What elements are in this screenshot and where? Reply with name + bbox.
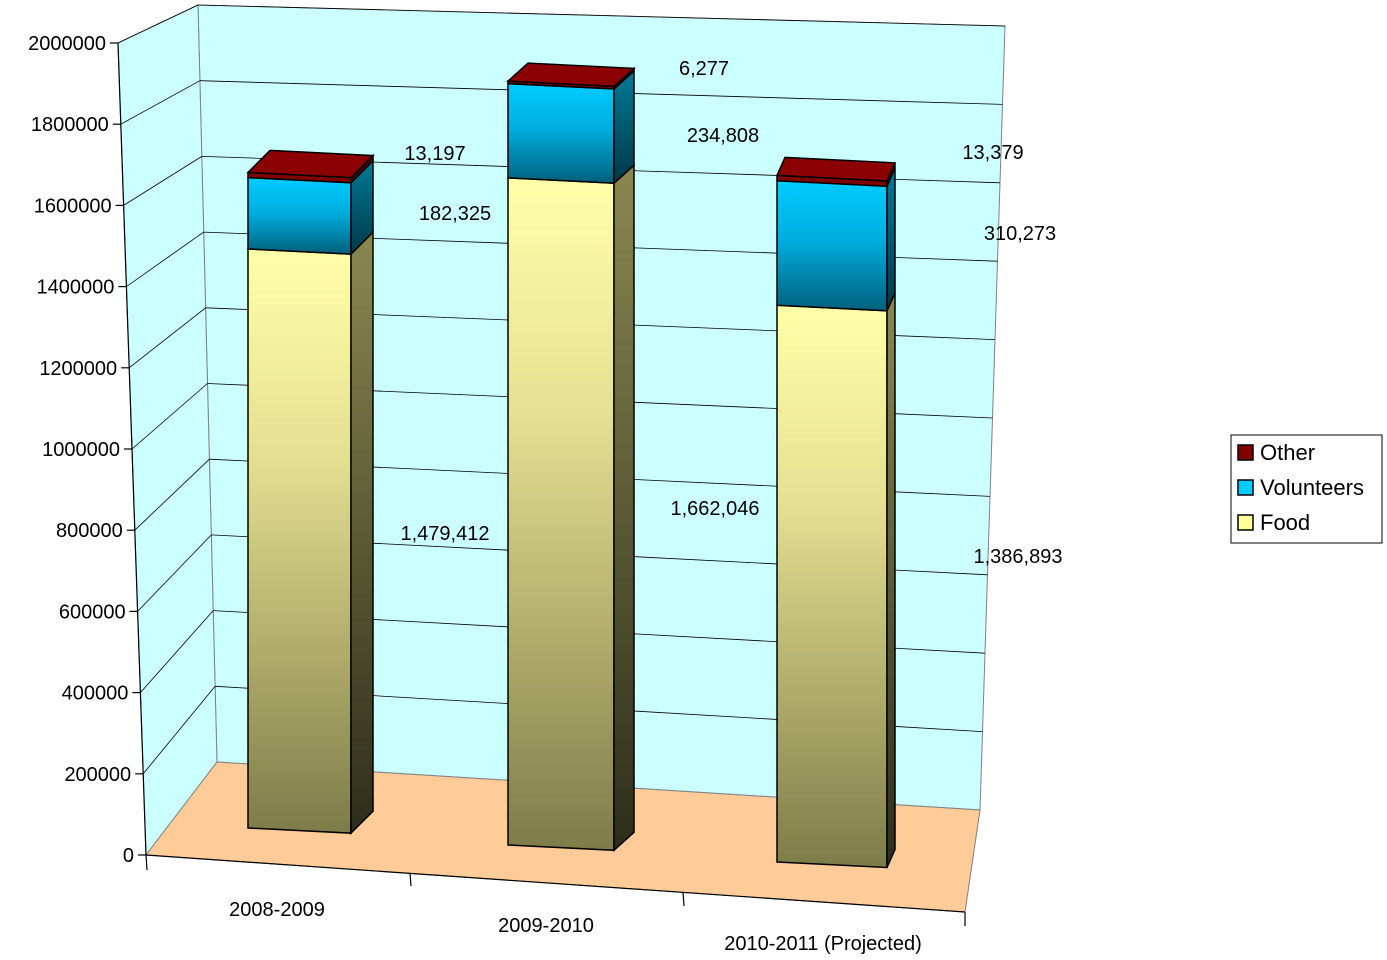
y-tick-label: 200000 <box>64 764 131 786</box>
bar-volunteers-2010-2011-projected-side <box>886 167 896 312</box>
category-label-2010-2011-projected: 2010-2011 (Projected) <box>724 933 922 955</box>
bar-volunteers-2009-2010-side <box>613 69 635 185</box>
bar-stack-2010-2011-projected <box>775 156 897 869</box>
gridline-side <box>128 307 206 369</box>
bar-other-2010-2011-projected-top <box>775 156 897 182</box>
data-label-food-2008-2009: 1,479,412 <box>401 523 490 545</box>
gridline-side <box>137 534 212 612</box>
bar-food-2008-2009-front <box>247 248 352 834</box>
gridline-side <box>117 4 199 44</box>
bar-other-2009-2010-top <box>506 62 636 88</box>
bars <box>246 62 897 869</box>
x-axis <box>145 854 966 926</box>
bar-volunteers-2009-2010-front <box>507 82 615 184</box>
x-tick <box>682 891 685 907</box>
legend: Other Volunteers Food <box>1230 434 1383 544</box>
y-tick-label: 400000 <box>62 683 129 705</box>
bar-stack-2008-2009 <box>246 149 375 835</box>
data-label-other-2008-2009: 13,197 <box>404 143 465 165</box>
bar-food-2010-2011-projected-side <box>886 292 896 868</box>
bar-other-2008-2009 <box>246 149 375 185</box>
legend-item-food: Food <box>1237 510 1310 535</box>
legend-swatch-food <box>1237 514 1254 531</box>
y-tick-label: 0 <box>123 845 134 867</box>
category-labels: 2008-2009 2009-2010 2010-2011 (Projected) <box>229 899 922 955</box>
legend-label-other: Other <box>1260 440 1315 465</box>
gridline-back <box>197 4 1006 27</box>
gridline-side <box>126 231 204 287</box>
legend-box <box>1230 434 1383 544</box>
legend-swatch-volunteers <box>1237 479 1254 496</box>
gridline-side <box>131 383 208 450</box>
bar-food-2010-2011-projected <box>776 292 896 869</box>
bar-other-2010-2011-projected <box>775 156 897 188</box>
y-tick-label: 1000000 <box>42 439 120 461</box>
bar-food-2009-2010-front <box>507 177 615 852</box>
legend-label-food: Food <box>1260 510 1310 535</box>
bar-food-2009-2010 <box>507 163 635 852</box>
bar-volunteers-2010-2011-projected-front <box>776 179 888 312</box>
bar-other-2008-2009-top <box>246 149 375 179</box>
bar-food-2010-2011-projected-front <box>776 304 888 869</box>
legend-label-volunteers: Volunteers <box>1260 475 1364 500</box>
gridline-side <box>142 686 216 775</box>
data-label-food-2010-2011-projected: 1,386,893 <box>974 546 1063 568</box>
data-label-other-2009-2010: 6,277 <box>679 58 729 80</box>
y-tick-label: 800000 <box>56 520 123 542</box>
y-tick-label: 1400000 <box>37 277 115 299</box>
bar-stack-2009-2010 <box>506 62 636 852</box>
category-label-2008-2009: 2008-2009 <box>229 899 325 921</box>
gridline-side <box>123 156 203 206</box>
legend-swatch-other <box>1237 444 1254 461</box>
x-tick <box>409 872 412 887</box>
bar-food-2009-2010-side <box>613 163 635 852</box>
data-label-volunteers-2008-2009: 182,325 <box>419 203 491 225</box>
y-axis: 0 200000 400000 600000 800000 1000000 1200000 1… <box>28 33 147 867</box>
y-tick-label: 1800000 <box>31 114 109 136</box>
y-tick-label: 1600000 <box>34 195 112 217</box>
bar-other-2009-2010 <box>506 62 636 91</box>
gridline-side <box>134 458 210 531</box>
bar-volunteers-2009-2010 <box>507 69 635 185</box>
y-tick-label: 1200000 <box>39 358 117 380</box>
x-tick <box>145 854 148 871</box>
data-label-volunteers-2009-2010: 234,808 <box>687 125 759 147</box>
y-tick-label: 600000 <box>59 601 126 623</box>
x-axis-line <box>145 854 966 913</box>
data-labels: 1,479,412 182,325 13,197 1,662,046 234,808 6,… <box>401 58 1063 568</box>
bar-food-2008-2009 <box>247 230 374 835</box>
category-label-2009-2010: 2009-2010 <box>498 915 594 937</box>
bar-food-2008-2009-side <box>350 230 374 835</box>
data-label-volunteers-2010-2011-projected: 310,273 <box>984 223 1056 245</box>
bar-volunteers-2008-2009-front <box>247 176 352 255</box>
data-label-other-2010-2011-projected: 13,379 <box>962 142 1023 164</box>
y-tick-label: 2000000 <box>28 33 106 55</box>
legend-item-other: Other <box>1237 440 1315 465</box>
data-label-food-2009-2010: 1,662,046 <box>671 498 760 520</box>
bar-volunteers-2010-2011-projected <box>776 167 896 312</box>
bar-volunteers-2008-2009 <box>247 158 374 256</box>
legend-item-volunteers: Volunteers <box>1237 475 1364 500</box>
gridline-side <box>120 80 201 125</box>
gridline-side <box>140 610 214 693</box>
